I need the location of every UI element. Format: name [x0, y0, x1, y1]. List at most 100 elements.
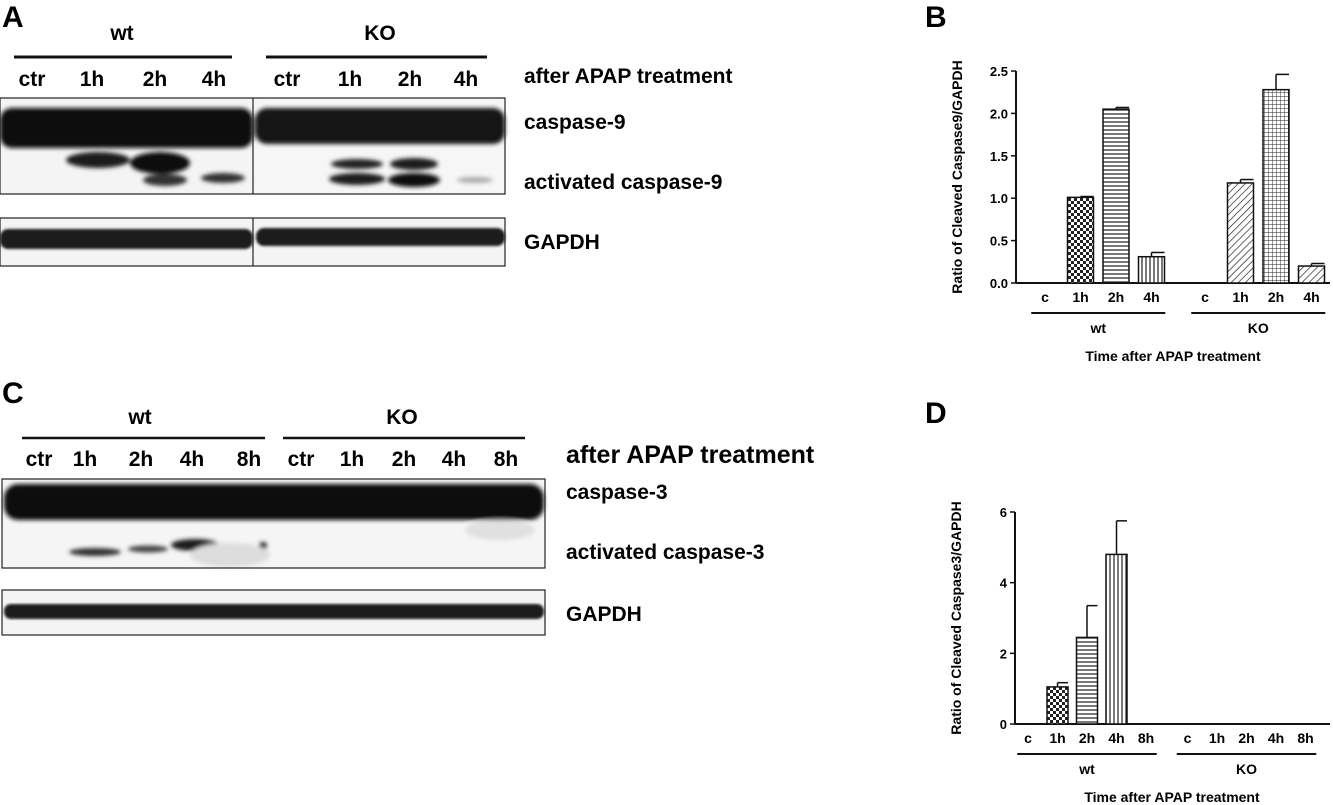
x-tick-label: 1h [1209, 730, 1225, 746]
lane-label: 2h [143, 68, 168, 91]
lane-label: 8h [494, 448, 519, 471]
lane-label: ctr [274, 68, 301, 91]
lane-label: 1h [80, 68, 105, 91]
panel-a-group-wt: wt [109, 22, 133, 45]
lane-label: 1h [338, 68, 363, 91]
band-gapdh [0, 229, 253, 249]
x-axis-label: Time after APAP treatment [1084, 789, 1260, 805]
panel-b-chart: 0.0 0.5 1.0 1.5 2.0 2.5 Ratio of Cleaved Caspa… [949, 60, 1330, 364]
bar [1105, 553, 1128, 725]
band-activated-casp9 [390, 158, 438, 170]
panel-a-label-gapdh: GAPDH [524, 231, 600, 254]
lane-label: ctr [288, 448, 315, 471]
lane-label: 4h [180, 448, 205, 471]
band-procaspase3 [4, 484, 544, 520]
panel-a-lane-labels: ctr 1h 2h 4h ctr 1h 2h 4h [19, 68, 479, 91]
x-tick-label: 2h [1238, 730, 1254, 746]
lane-label: 1h [73, 448, 98, 471]
blot-frame [1, 478, 546, 569]
y-tick-label: 1.0 [990, 191, 1008, 206]
x-tick-label: 2h [1108, 289, 1124, 305]
group-label: wt [1089, 320, 1106, 336]
band-activated-casp9 [143, 174, 187, 186]
y-tick-label: 2 [1000, 646, 1007, 661]
bar [1102, 108, 1130, 284]
y-tick-label: 4 [1000, 576, 1008, 591]
y-tick-label: 0.5 [990, 234, 1008, 249]
lane-label: 8h [237, 448, 262, 471]
panel-b-letter: B [925, 1, 947, 34]
panel-c: C wt KO ctr 1h 2h 4h 8h ctr 1h 2h 4h 8h … [1, 377, 815, 636]
bar [1137, 255, 1166, 284]
group-label: KO [1236, 761, 1257, 777]
bar [1075, 636, 1099, 725]
band-gapdh [256, 228, 505, 246]
x-tick-label: 8h [1297, 730, 1313, 746]
bar [1046, 686, 1069, 725]
x-tick-label: c [1184, 730, 1192, 746]
panel-c-label-activated-caspase3: activated caspase-3 [566, 541, 764, 564]
y-tick-label: 6 [1000, 505, 1007, 520]
panel-c-label-caspase3: caspase-3 [566, 481, 668, 504]
band-gapdh [4, 604, 544, 619]
y-tick-label: 0.0 [990, 276, 1008, 291]
panel-a-gapdh-blot [0, 217, 506, 267]
panel-c-caspase3-blot [1, 478, 546, 569]
band-procaspase9 [255, 108, 505, 144]
x-tick-label: 2h [1079, 730, 1095, 746]
panel-c-group-wt: wt [127, 406, 151, 429]
panel-d-chart: 0 2 4 6 Ratio of Cleaved Caspase3/GAPDH c 1h 2h… [948, 501, 1330, 805]
panel-c-letter: C [2, 377, 24, 410]
panel-c-group-ko: KO [386, 406, 418, 429]
panel-a-treatment-label: after APAP treatment [524, 65, 733, 88]
lane-label: 2h [129, 448, 154, 471]
y-tick-label: 0 [1000, 717, 1007, 732]
band-activated-casp3 [69, 548, 121, 556]
x-tick-label: 1h [1049, 730, 1065, 746]
x-tick-label: 8h [1138, 730, 1154, 746]
lane-label: 2h [392, 448, 417, 471]
band-activated-casp9 [201, 173, 245, 183]
panel-a: A wt KO ctr 1h 2h 4h ctr 1h 2h 4h after … [0, 1, 733, 267]
y-tick-label: 2.0 [990, 106, 1008, 121]
lane-label: 4h [202, 68, 227, 91]
y-axis-label: Ratio of Cleaved Caspase9/GAPDH [949, 60, 965, 293]
panel-a-letter: A [2, 1, 24, 34]
lane-label: ctr [26, 448, 53, 471]
blot-background-smear [190, 543, 270, 567]
group-label: KO [1248, 320, 1269, 336]
lane-label: 1h [340, 448, 365, 471]
panel-a-label-activated-caspase9: activated caspase-9 [524, 171, 722, 194]
panel-c-treatment-label: after APAP treatment [566, 441, 815, 469]
x-tick-label: c [1201, 289, 1209, 305]
panel-a-label-caspase9: caspase-9 [524, 111, 626, 134]
panel-a-group-ko: KO [364, 22, 396, 45]
x-tick-label: 4h [1268, 730, 1284, 746]
panel-c-gapdh-blot [1, 589, 546, 636]
x-tick-label: 4h [1108, 730, 1124, 746]
x-tick-label: 1h [1232, 289, 1248, 305]
bar [1297, 265, 1326, 284]
band-activated-casp9 [388, 173, 440, 187]
band-activated-casp9 [66, 152, 130, 168]
y-axis-label: Ratio of Cleaved Caspase3/GAPDH [948, 501, 964, 734]
bar [1226, 182, 1255, 284]
band-activated-casp3 [128, 545, 168, 553]
y-tick-label: 1.5 [990, 149, 1008, 164]
panel-d-letter: D [925, 397, 947, 430]
panel-a-caspase9-blot [0, 97, 506, 195]
band-activated-casp9 [457, 177, 493, 183]
band-activated-casp9 [329, 173, 385, 185]
lane-label: 2h [398, 68, 423, 91]
bar [1066, 196, 1095, 284]
x-tick-label: 2h [1268, 289, 1284, 305]
lane-label: 4h [442, 448, 467, 471]
bar [1262, 88, 1290, 284]
x-axis-label: Time after APAP treatment [1085, 348, 1261, 364]
y-tick-label: 2.5 [990, 64, 1008, 79]
band-procaspase9 [0, 108, 253, 148]
lane-label: ctr [19, 68, 46, 91]
blot-frame [1, 589, 546, 636]
panel-c-lane-labels: ctr 1h 2h 4h 8h ctr 1h 2h 4h 8h [26, 448, 519, 471]
x-tick-label: 4h [1143, 289, 1159, 305]
